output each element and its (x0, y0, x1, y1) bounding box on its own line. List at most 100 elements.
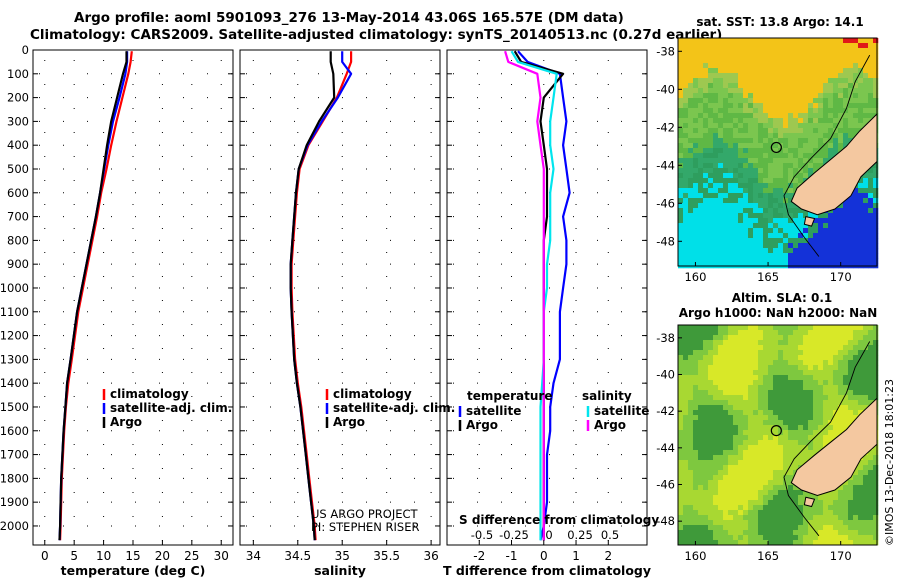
sla-map-pixel (703, 510, 709, 516)
sla-map-pixel (718, 365, 724, 371)
sst-map-pixel (803, 63, 809, 69)
temperature-xtick-label: 0 (41, 549, 49, 563)
sla-map-pixel (743, 530, 749, 536)
sst-map-pixel (783, 228, 789, 234)
sst-map-pixel (693, 238, 699, 244)
sst-map-pixel (703, 188, 709, 194)
sla-map-pixel (678, 515, 684, 521)
sla-map-pixel (708, 500, 714, 506)
sla-map-pixel (788, 430, 794, 436)
sla-map-pixel (758, 475, 764, 481)
sst-map-pixel (793, 98, 799, 104)
sst-map-pixel (683, 258, 689, 264)
sst-map-pixel (853, 253, 859, 259)
sst-map-pixel (798, 123, 804, 129)
sla-map-pixel (698, 540, 704, 546)
sst-map-pixel (713, 238, 719, 244)
sst-map-pixel (728, 38, 734, 44)
sla-map-pixel (813, 400, 819, 406)
sst-map-pixel (753, 83, 759, 89)
sst-map-pixel (718, 98, 724, 104)
sla-map-pixel (828, 335, 834, 341)
sst-map-pixel (683, 43, 689, 49)
sst-map-pixel (708, 88, 714, 94)
sla-map-pixel (718, 395, 724, 401)
sla-map-pixel (873, 475, 879, 481)
sla-map-pixel (703, 450, 709, 456)
sst-map-pixel (828, 248, 834, 254)
sst-map-pixel (813, 63, 819, 69)
sla-map-pixel (708, 365, 714, 371)
sla-map-pixel (678, 465, 684, 471)
sst-map-pixel (708, 53, 714, 59)
sla-map-pixel (698, 520, 704, 526)
sla-map-pixel (838, 355, 844, 361)
sla-map-pixel (708, 420, 714, 426)
sst-map-pixel (688, 48, 694, 54)
sst-map-pixel (813, 113, 819, 119)
sst-map-pixel (703, 53, 709, 59)
sla-map-pixel (853, 490, 859, 496)
sst-map-pixel (858, 208, 864, 214)
sla-map-pixel (708, 525, 714, 531)
sst-map-pixel (728, 168, 734, 174)
sst-map-pixel (768, 248, 774, 254)
sst-map-pixel (813, 48, 819, 54)
sla-map-pixel (748, 455, 754, 461)
sla-map-pixel (693, 450, 699, 456)
sst-map-pixel (828, 73, 834, 79)
sla-map-pixel (823, 525, 829, 531)
sla-map-pixel (843, 390, 849, 396)
sst-map-pixel (708, 218, 714, 224)
sst-map-pixel (748, 88, 754, 94)
sst-map-pixel (818, 73, 824, 79)
sla-map-pixel (783, 410, 789, 416)
sst-map-pixel (698, 133, 704, 139)
sla-map-pixel (768, 390, 774, 396)
sst-map-pixel (773, 188, 779, 194)
sst-map-pixel (868, 63, 874, 69)
sst-map-pixel (748, 98, 754, 104)
sst-map-pixel (748, 83, 754, 89)
sst-map-pixel (683, 178, 689, 184)
sst-map-pixel (873, 173, 879, 179)
sst-map-pixel (853, 238, 859, 244)
sla-map-pixel (848, 485, 854, 491)
sst-map-pixel (708, 163, 714, 169)
sst-map-pixel (853, 43, 859, 49)
sst-map-pixel (683, 188, 689, 194)
sla-map-pixel (833, 525, 839, 531)
sla-map-pixel (838, 530, 844, 536)
sla-map-pixel (688, 525, 694, 531)
sla-map-pixel (728, 470, 734, 476)
sla-map-pixel (698, 385, 704, 391)
sst-map-pixel (683, 113, 689, 119)
sla-map-pixel (708, 490, 714, 496)
sst-map-pixel (723, 218, 729, 224)
sst-map-pixel (848, 138, 854, 144)
sst-map-pixel (763, 158, 769, 164)
sla-map-pixel (718, 505, 724, 511)
sla-map-pixel (868, 520, 874, 526)
sla-map-pixel (708, 410, 714, 416)
sst-map-pixel (748, 198, 754, 204)
sst-map-pixel (678, 183, 684, 189)
sst-map-pixel (843, 93, 849, 99)
sst-map-pixel (688, 228, 694, 234)
sst-map-pixel (858, 233, 864, 239)
sst-map-pixel (678, 158, 684, 164)
sla-map-pixel (733, 365, 739, 371)
sst-map-pixel (808, 43, 814, 49)
depth-tick-label: 0 (22, 43, 29, 57)
sla-map-pixel (803, 400, 809, 406)
sla-map-pixel (728, 510, 734, 516)
sst-map-pixel (738, 118, 744, 124)
sst-map-pixel (688, 58, 694, 64)
sla-map-pixel (743, 535, 749, 541)
sst-map-pixel (698, 68, 704, 74)
sst-map-pixel (783, 233, 789, 239)
sst-map-pixel (688, 93, 694, 99)
sla-map-pixel (793, 340, 799, 346)
sst-map-pixel (848, 73, 854, 79)
sst-map-pixel (718, 163, 724, 169)
